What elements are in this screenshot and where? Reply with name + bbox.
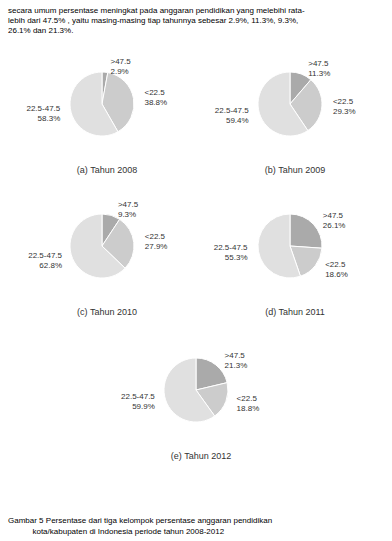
- svg-text:59.9%: 59.9%: [132, 402, 155, 411]
- svg-text:>47.5: >47.5: [118, 200, 139, 209]
- svg-text:22.5-47.5: 22.5-47.5: [121, 392, 155, 401]
- svg-text:22.5-47.5: 22.5-47.5: [28, 251, 62, 260]
- svg-text:>47.5: >47.5: [225, 351, 246, 360]
- svg-text:22.5-47.5: 22.5-47.5: [26, 104, 60, 113]
- svg-text:<22.5: <22.5: [145, 232, 166, 241]
- svg-text:21.3%: 21.3%: [225, 361, 248, 370]
- svg-text:22.5-47.5: 22.5-47.5: [215, 106, 249, 115]
- svg-text:18.6%: 18.6%: [325, 270, 348, 279]
- svg-text:>47.5: >47.5: [323, 211, 344, 220]
- svg-text:55.3%: 55.3%: [225, 253, 248, 262]
- svg-text:11.3%: 11.3%: [308, 69, 330, 78]
- svg-text:lebih dari 47.5% , yaitu masin: lebih dari 47.5% , yaitu masing-masing t…: [8, 16, 298, 25]
- svg-text:<22.5: <22.5: [333, 97, 354, 106]
- svg-text:38.8%: 38.8%: [144, 98, 167, 107]
- svg-text:18.8%: 18.8%: [237, 404, 260, 413]
- svg-text:kota/kabupaten di Indonesia pe: kota/kabupaten di Indonesia periode tahu…: [8, 527, 225, 536]
- svg-text:(b) Tahun 2009: (b) Tahun 2009: [265, 165, 325, 175]
- svg-text:9.3%: 9.3%: [118, 210, 136, 219]
- svg-text:(d) Tahun 2011: (d) Tahun 2011: [265, 307, 325, 317]
- svg-text:>47.5: >47.5: [308, 59, 329, 68]
- svg-text:58.3%: 58.3%: [38, 114, 61, 123]
- svg-text:27.9%: 27.9%: [145, 242, 168, 251]
- svg-text:59.4%: 59.4%: [226, 116, 249, 125]
- svg-text:(c) Tahun 2010: (c) Tahun 2010: [77, 307, 137, 317]
- svg-text:62.8%: 62.8%: [39, 261, 62, 270]
- svg-text:26.1%: 26.1%: [323, 221, 346, 230]
- svg-text:<22.5: <22.5: [325, 260, 346, 269]
- svg-text:(e) Tahun 2012: (e) Tahun 2012: [171, 451, 231, 461]
- svg-text:22.5-47.5: 22.5-47.5: [214, 243, 248, 252]
- svg-text:<22.5: <22.5: [237, 394, 258, 403]
- svg-text:(a) Tahun 2008: (a) Tahun 2008: [77, 165, 137, 175]
- svg-text:<22.5: <22.5: [144, 88, 165, 97]
- svg-text:26.1% dan 21.3%.: 26.1% dan 21.3%.: [8, 26, 73, 35]
- svg-text:>47.5: >47.5: [110, 57, 131, 66]
- svg-text:Gambar 5 Persentase dari tiga: Gambar 5 Persentase dari tiga kelompok p…: [8, 516, 272, 525]
- svg-text:secara umum persentase meningk: secara umum persentase meningkat pada an…: [8, 6, 305, 15]
- svg-text:29.3%: 29.3%: [333, 107, 356, 116]
- svg-text:2.9%: 2.9%: [110, 67, 128, 76]
